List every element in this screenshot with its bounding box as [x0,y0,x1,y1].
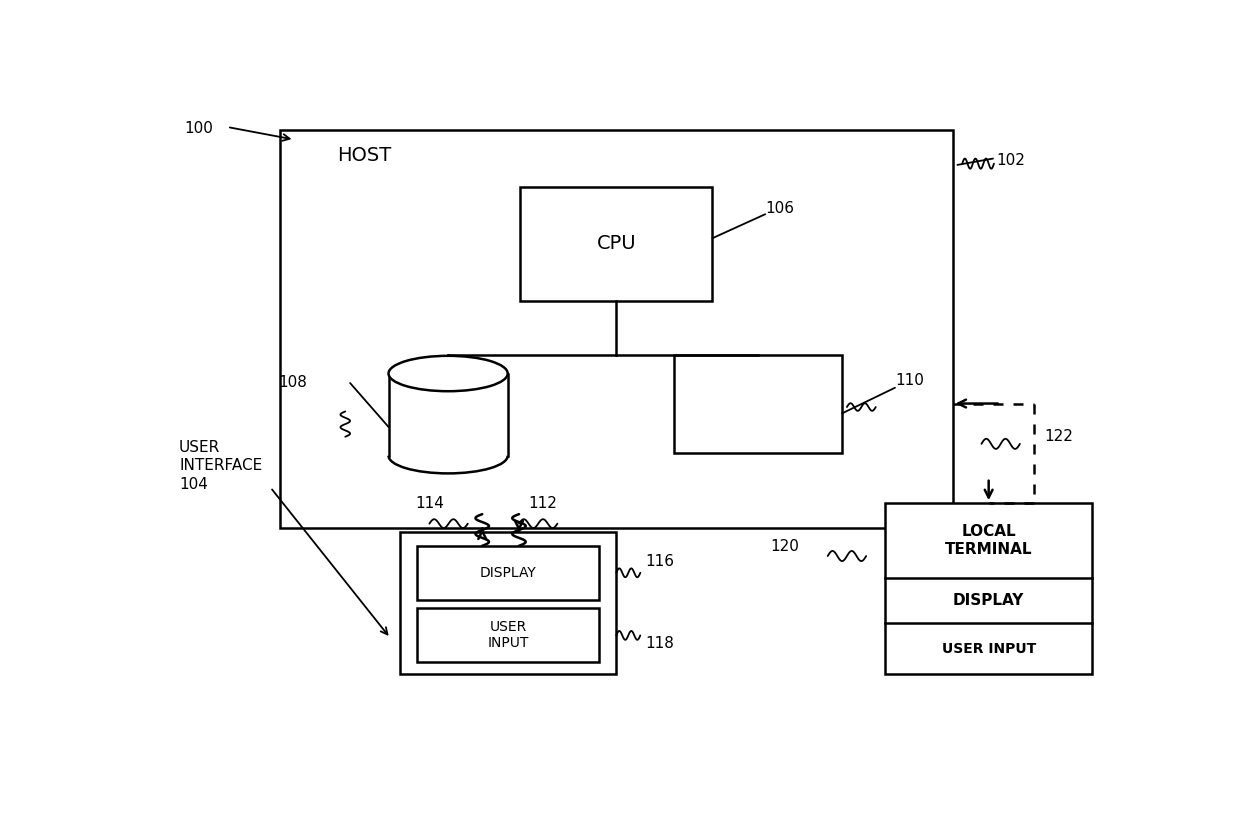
Text: HOST: HOST [337,146,392,165]
Text: DISPLAY: DISPLAY [954,594,1024,608]
Text: 102: 102 [996,153,1024,168]
Text: 120: 120 [770,539,799,554]
Text: CPU: CPU [596,235,636,254]
Bar [885,503,1092,674]
Bar [418,546,599,600]
Text: USER INPUT: USER INPUT [941,642,1035,656]
Bar [675,355,842,452]
Ellipse shape [388,355,507,392]
Text: 122: 122 [1044,429,1073,443]
Text: LOCAL
TERMINAL: LOCAL TERMINAL [945,524,1033,557]
Text: 116: 116 [645,554,675,570]
Bar [521,187,713,300]
Text: 110: 110 [895,373,924,388]
Bar [418,608,599,663]
Text: 100: 100 [184,121,213,135]
Text: DISPLAY: DISPLAY [480,566,537,580]
Text: USER
INPUT: USER INPUT [487,621,528,650]
Bar [388,374,507,456]
Text: 114: 114 [415,496,444,511]
Text: 106: 106 [765,201,795,216]
Text: 118: 118 [645,636,675,651]
Text: 108: 108 [278,375,306,391]
Text: USER
INTERFACE
104: USER INTERFACE 104 [179,440,263,492]
Bar [401,531,616,674]
Text: 112: 112 [528,496,558,511]
Bar [280,131,952,529]
